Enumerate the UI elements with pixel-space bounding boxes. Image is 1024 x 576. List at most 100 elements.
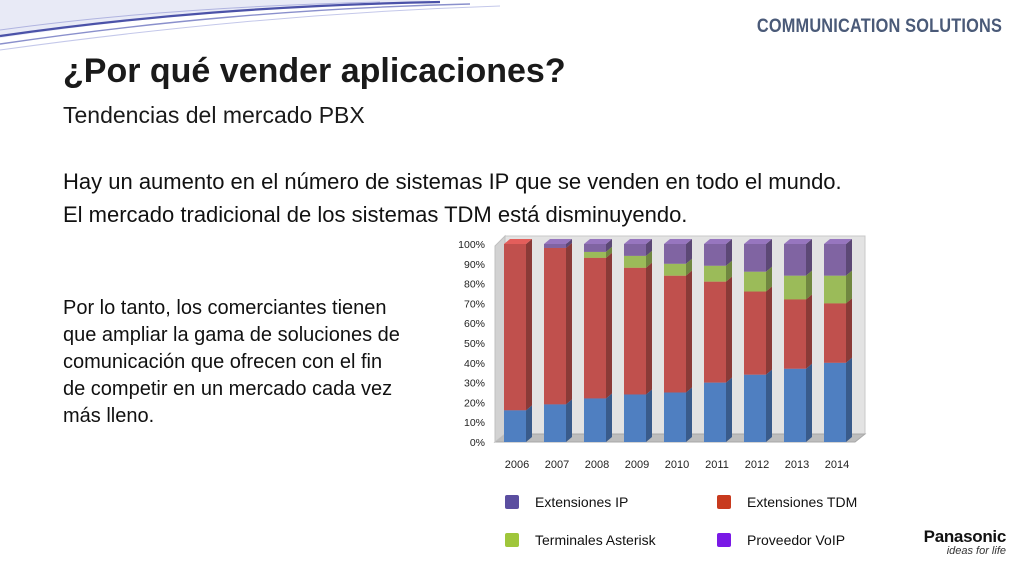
- x-tick-label: 2007: [545, 459, 569, 471]
- bar-face: [744, 244, 766, 272]
- bar-face: [544, 247, 566, 405]
- x-tick-label: 2010: [665, 459, 689, 471]
- bar-top: [544, 239, 572, 244]
- bar-side: [606, 239, 612, 252]
- bar-segment: [544, 399, 572, 442]
- bar-top: [784, 239, 812, 244]
- bar-face: [704, 281, 726, 383]
- logo-name: Panasonic: [923, 527, 1007, 546]
- bar-side: [566, 399, 572, 442]
- bar-segment: [784, 239, 812, 276]
- bar-side: [686, 258, 692, 276]
- legend-label: Extensiones TDM: [747, 494, 858, 510]
- bar-side: [606, 252, 612, 399]
- bar-segment: [744, 286, 772, 375]
- bar-top: [504, 239, 532, 244]
- bar-segment: [824, 298, 852, 363]
- logo-tagline: ideas for life: [946, 545, 1006, 557]
- bar-side: [726, 260, 732, 282]
- bar-side: [566, 239, 572, 248]
- bar-segment: [664, 387, 692, 442]
- bar-segment: [544, 239, 572, 248]
- bar-face: [544, 244, 566, 248]
- x-tick-label: 2008: [585, 459, 609, 471]
- bar-face: [664, 392, 686, 442]
- bar-face: [584, 398, 606, 442]
- bar-face: [704, 244, 726, 266]
- legend-label: Terminales Asterisk: [535, 532, 656, 548]
- bar-segment: [664, 270, 692, 393]
- x-tick-label: 2011: [705, 459, 729, 471]
- legend-label: Extensiones IP: [535, 494, 629, 510]
- x-tick-label: 2009: [625, 459, 649, 471]
- bar-side: [686, 270, 692, 393]
- legend-item: Terminales Asterisk: [505, 532, 656, 548]
- bar-side: [606, 246, 612, 258]
- bar-segment: [624, 239, 652, 256]
- bar-top: [584, 239, 612, 244]
- bar-segment: [624, 262, 652, 395]
- y-tick-label: 0%: [470, 437, 485, 449]
- y-tick-label: 50%: [464, 338, 485, 350]
- intro-line-2: El mercado tradicional de los sistemas T…: [63, 202, 688, 227]
- bar-side: [606, 393, 612, 442]
- bar-face: [784, 368, 806, 442]
- legend-swatch: [717, 533, 731, 547]
- bar-side: [566, 242, 572, 405]
- bar-side: [846, 239, 852, 276]
- bar-face: [744, 271, 766, 292]
- bar-side: [646, 250, 652, 268]
- y-tick-label: 30%: [464, 378, 485, 390]
- bar-side: [526, 239, 532, 411]
- y-tick-label: 10%: [464, 417, 485, 429]
- bar-face: [824, 275, 846, 304]
- bar-face: [784, 299, 806, 369]
- bar-top: [664, 239, 692, 244]
- page-title: ¿Por qué vender aplicaciones?: [63, 52, 566, 90]
- bar-face: [504, 244, 526, 411]
- brand-header: COMMUNICATION SOLUTIONS: [756, 16, 1002, 37]
- legend-swatch: [717, 495, 731, 509]
- chart-legend: Extensiones IP Extensiones TDM Terminales …: [505, 490, 905, 560]
- x-tick-label: 2012: [745, 459, 769, 471]
- x-tick-label: 2006: [505, 459, 529, 471]
- legend-swatch: [505, 495, 519, 509]
- bar-segment: [504, 239, 532, 411]
- bar-side: [686, 239, 692, 264]
- y-tick-label: 100%: [458, 239, 485, 251]
- bar-segment: [584, 252, 612, 399]
- bar-segment: [824, 357, 852, 442]
- bar-face: [624, 244, 646, 256]
- bar-side: [766, 286, 772, 375]
- bar-segment: [584, 239, 612, 252]
- y-tick-label: 20%: [464, 397, 485, 409]
- bar-segment: [704, 377, 732, 442]
- bar-segment: [664, 239, 692, 264]
- bar-side: [526, 405, 532, 442]
- bar-face: [584, 244, 606, 252]
- bar-side: [806, 363, 812, 442]
- bar-side: [806, 239, 812, 276]
- bar-segment: [784, 294, 812, 369]
- legend-label: Proveedor VoIP: [747, 532, 846, 548]
- bar-segment: [744, 239, 772, 272]
- bar-side: [766, 266, 772, 292]
- legend-item: Extensiones TDM: [717, 494, 857, 510]
- y-tick-label: 80%: [464, 279, 485, 291]
- bar-face: [824, 303, 846, 363]
- bar-side: [766, 369, 772, 442]
- stacked-bar-chart: 0% 10% 20% 30% 40% 50% 60% 70% 80% 90% 100% 2006 200…: [458, 234, 867, 471]
- bar-segment: [824, 239, 852, 276]
- bar-face: [744, 374, 766, 442]
- bar-face: [664, 244, 686, 264]
- bar-side: [846, 270, 852, 304]
- bar-face: [584, 257, 606, 399]
- bar-face: [704, 265, 726, 282]
- page-subtitle: Tendencias del mercado PBX: [63, 102, 365, 128]
- header-swoosh: [0, 0, 501, 51]
- bar-side: [726, 239, 732, 266]
- bar-side: [686, 387, 692, 442]
- bar-segment: [624, 389, 652, 442]
- y-tick-label: 60%: [464, 318, 485, 330]
